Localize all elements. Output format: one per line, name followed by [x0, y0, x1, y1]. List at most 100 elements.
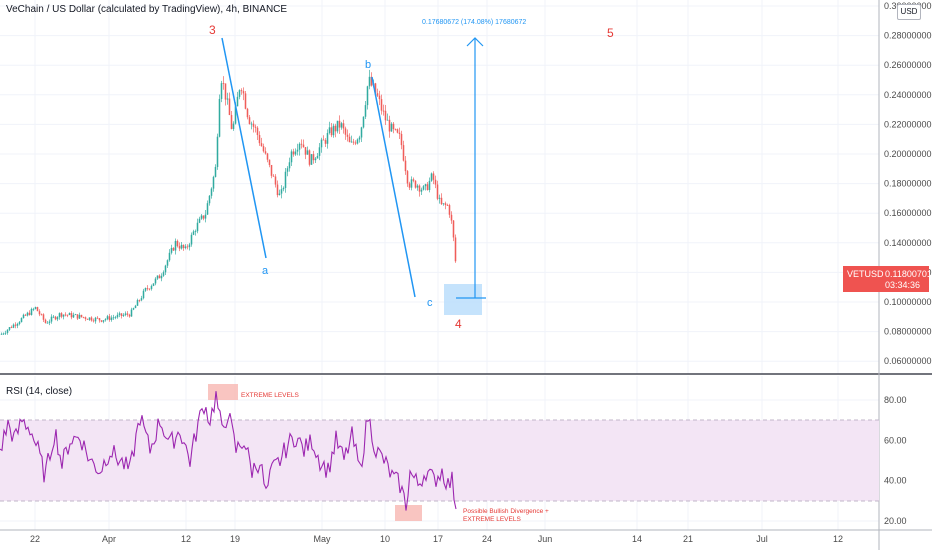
- candle-body: [166, 260, 169, 266]
- candle-body: [434, 179, 437, 185]
- candle-body: [262, 146, 265, 152]
- time-axis-label: 17: [433, 534, 443, 544]
- wave-label-5: 5: [607, 26, 614, 40]
- candle-body: [450, 214, 453, 221]
- rsi-extreme-box-bottom[interactable]: [395, 505, 422, 521]
- measure-arrow-icon: [466, 37, 484, 47]
- candle-body: [180, 244, 183, 249]
- candle-body: [130, 309, 133, 317]
- candle-body: [340, 123, 343, 128]
- target-zone-box[interactable]: [444, 284, 482, 315]
- time-axis-label: 22: [30, 534, 40, 544]
- candle-body: [298, 143, 301, 150]
- candle-body: [352, 141, 355, 143]
- candle-body: [278, 193, 281, 196]
- time-axis-label: 10: [380, 534, 390, 544]
- candle-body: [176, 240, 179, 247]
- candle-body: [32, 308, 35, 310]
- price-tag-value: 0.11800701: [885, 269, 932, 279]
- candle-body: [308, 150, 311, 165]
- rsi-line: [0, 391, 457, 511]
- candle-body: [334, 125, 337, 132]
- candle-body: [292, 151, 295, 155]
- candle-body: [226, 98, 229, 100]
- rsi-band: [0, 420, 879, 501]
- price-tag-symbol: VETUSD: [847, 269, 884, 279]
- candle-body: [440, 197, 443, 205]
- candle-body: [136, 300, 139, 306]
- candle-body: [148, 288, 151, 290]
- candle-body: [250, 123, 253, 125]
- candle-body: [52, 316, 55, 318]
- candle-body: [146, 288, 149, 289]
- candle-body: [348, 136, 351, 143]
- candle-body: [388, 119, 391, 132]
- candle-body: [240, 90, 243, 92]
- candle-body: [362, 116, 365, 128]
- candle-body: [208, 195, 211, 204]
- candle-body: [338, 120, 341, 128]
- candle-body: [346, 134, 349, 137]
- candle-body: [228, 98, 231, 116]
- candle-body: [370, 76, 373, 86]
- candle-body: [354, 142, 357, 144]
- candle-body: [294, 151, 297, 155]
- candle-body: [276, 184, 279, 196]
- candle-body: [106, 316, 109, 320]
- price-axis[interactable]: 0.300000000.280000000.260000000.24000000…: [884, 1, 932, 366]
- candle-body: [56, 317, 59, 320]
- time-axis-label: 14: [632, 534, 642, 544]
- candle-body: [344, 128, 347, 135]
- candle-body: [16, 323, 19, 326]
- candle-body: [184, 246, 187, 249]
- candle-body: [76, 314, 79, 319]
- rsi-axis-label: 40.00: [884, 476, 907, 486]
- candle-body: [198, 218, 201, 223]
- candle-body: [426, 184, 429, 191]
- candle-body: [58, 313, 61, 318]
- candle-body: [296, 149, 299, 152]
- time-axis[interactable]: 22 Apr 12 19 May 10 17 24 Jun 14 21 Jul 12: [30, 534, 843, 544]
- candle-body: [282, 187, 285, 190]
- candle-body: [34, 307, 37, 309]
- candle-body: [30, 308, 33, 315]
- time-axis-label: 12: [181, 534, 191, 544]
- wave-line-3-a[interactable]: [221, 37, 267, 259]
- candle-body: [306, 150, 309, 155]
- candle-body: [82, 316, 85, 318]
- candle-body: [22, 314, 25, 319]
- candle-body: [358, 137, 361, 140]
- wave-line-b-c[interactable]: [371, 76, 416, 298]
- candle-body: [94, 317, 97, 322]
- candle-body: [48, 321, 51, 323]
- rsi-axis[interactable]: 80.00 60.00 40.00 20.00: [884, 395, 907, 526]
- candle-body: [420, 189, 423, 192]
- candle-body: [202, 215, 205, 219]
- candle-body: [200, 215, 203, 219]
- candle-body: [60, 313, 63, 317]
- last-price-tag: VETUSD 0.11800701 03:34:36: [843, 266, 932, 292]
- rsi-extreme-box-top[interactable]: [208, 384, 238, 400]
- candle-body: [448, 205, 451, 215]
- candle-body: [258, 135, 261, 144]
- candle-body: [170, 247, 173, 253]
- price-axis-label: 0.24000000: [884, 90, 932, 100]
- currency-badge[interactable]: USD: [897, 4, 921, 20]
- candle-body: [92, 320, 95, 322]
- candle-body: [10, 327, 13, 328]
- wave-label-b: b: [365, 59, 371, 71]
- candle-body: [446, 205, 449, 206]
- candle-body: [186, 246, 189, 248]
- candle-body: [6, 329, 9, 333]
- candle-body: [214, 166, 217, 177]
- rsi-axis-label: 20.00: [884, 516, 907, 526]
- candle-body: [104, 319, 107, 321]
- candle-body: [128, 314, 131, 317]
- candle-body: [378, 95, 381, 100]
- candle-body: [234, 106, 237, 124]
- price-axis-label: 0.22000000: [884, 119, 932, 129]
- candle-body: [274, 176, 277, 185]
- rsi-axis-label: 60.00: [884, 435, 907, 445]
- candle-body: [160, 275, 163, 279]
